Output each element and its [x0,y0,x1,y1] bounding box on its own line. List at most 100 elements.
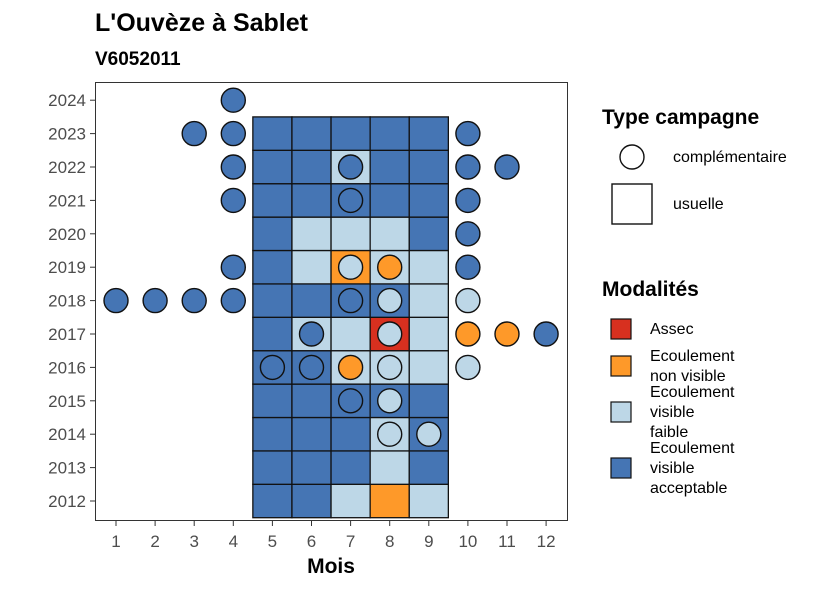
tile-2021-6 [291,183,332,218]
tile-2023-8 [369,116,410,151]
y-tick-label-2012: 2012 [48,492,86,511]
x-axis-title: Mois [307,555,355,578]
legend-title-type-campagne: Type campagne [602,106,759,129]
tile-2013-7 [330,450,371,485]
legend-label-acceptable: Ecoulement visible acceptable [650,440,735,497]
x-tick-label-5: 5 [268,532,277,551]
x-tick-label-1: 1 [111,532,120,551]
tile-2022-8 [369,149,410,185]
legend-label-complementaire: complémentaire [673,149,787,166]
tile-2019-6 [291,249,332,285]
legend-title-modalites: Modalités [602,278,699,301]
plot-panel-border [95,82,568,521]
point-2019-8 [377,254,403,280]
legend-key-acceptable [610,457,632,479]
tile-2022-5 [252,149,293,185]
tile-2012-6 [291,483,332,519]
tile-2018-5 [252,283,293,318]
tile-2012-7 [330,483,371,519]
tile-2022-9 [408,149,449,185]
x-tick-label-4: 4 [229,532,238,551]
point-2020-10 [455,221,481,247]
tile-2021-9 [408,183,449,218]
legend-key-nonvisible [610,355,632,377]
point-2016-10 [455,354,481,381]
x-axis: 1 2 3 4 5 6 7 8 9 10 11 12 [111,521,556,551]
legend-label-nonvisible: Ecoulement non visible [650,348,735,385]
point-2019-10 [455,254,481,280]
point-2022-10 [455,154,481,180]
legend-key-circle [619,144,645,170]
tile-2012-9 [408,483,449,519]
y-tick-label-2015: 2015 [48,392,86,411]
tile-2015-5 [252,383,293,419]
point-2018-3 [181,287,207,314]
chart-subtitle: V6052011 [95,49,181,70]
tile-2023-9 [408,116,449,151]
point-2018-1 [103,287,129,314]
tile-2013-9 [408,450,449,485]
tile-2013-6 [291,450,332,485]
tile-2019-5 [252,249,293,285]
point-2014-9 [416,421,442,447]
y-tick-label-2023: 2023 [48,125,86,144]
legend-label-assec: Assec [650,321,694,338]
tile-2018-9 [408,283,449,318]
point-2019-7 [337,254,364,280]
x-tick-label-7: 7 [346,532,355,551]
point-2017-11 [494,321,520,347]
tile-2014-7 [330,416,371,452]
point-2022-4 [220,154,247,180]
point-2015-7 [337,388,364,414]
tile-2016-9 [408,350,449,385]
x-tick-label-8: 8 [385,532,394,551]
point-2018-7 [337,287,364,314]
y-axis: 2012 2013 2014 2015 2016 2017 2018 2019 2020 2021… [48,91,95,511]
legend-label-usuelle: usuelle [673,196,724,213]
point-2016-6 [298,354,325,381]
point-2023-10 [455,120,481,147]
tile-2014-6 [291,416,332,452]
y-tick-label-2022: 2022 [48,158,86,177]
point-2018-8 [377,287,403,314]
x-tick-label-3: 3 [189,532,198,551]
tile-2021-5 [252,183,293,218]
tile-2020-6 [291,216,332,252]
point-2023-3 [181,120,207,147]
point-2016-7 [337,354,364,381]
tile-2020-9 [408,216,449,252]
point-2015-8 [377,388,403,414]
y-tick-label-2019: 2019 [48,258,86,277]
tile-2023-6 [291,116,332,151]
point-2022-7 [337,154,364,180]
tile-2020-7 [330,216,371,252]
legend-type-campagne: Type campagne complémentaire usuelle [602,106,787,225]
point-2017-10 [455,321,481,347]
point-2018-2 [142,287,168,314]
tile-2020-5 [252,216,293,252]
y-tick-label-2018: 2018 [48,292,86,311]
tile-2022-6 [291,149,332,185]
tile-2018-6 [291,283,332,318]
point-2017-6 [298,321,325,347]
legend-label-faible: Ecoulement visible faible [650,384,735,441]
x-tick-label-9: 9 [424,532,433,551]
point-2024-4 [220,87,247,113]
point-2023-4 [220,120,247,147]
x-tick-label-2: 2 [150,532,159,551]
y-tick-label-2024: 2024 [48,91,86,110]
point-2016-8 [377,354,403,381]
x-tick-label-12: 12 [537,532,556,551]
y-tick-label-2020: 2020 [48,225,86,244]
tile-2015-6 [291,383,332,419]
y-tick-label-2013: 2013 [48,459,86,478]
tile-2021-8 [369,183,410,218]
point-2022-11 [494,154,520,180]
x-tick-label-11: 11 [498,532,516,551]
y-tick-label-2017: 2017 [48,325,86,344]
x-tick-label-10: 10 [458,532,477,551]
tile-2013-8 [369,450,410,485]
point-2021-4 [220,187,247,214]
